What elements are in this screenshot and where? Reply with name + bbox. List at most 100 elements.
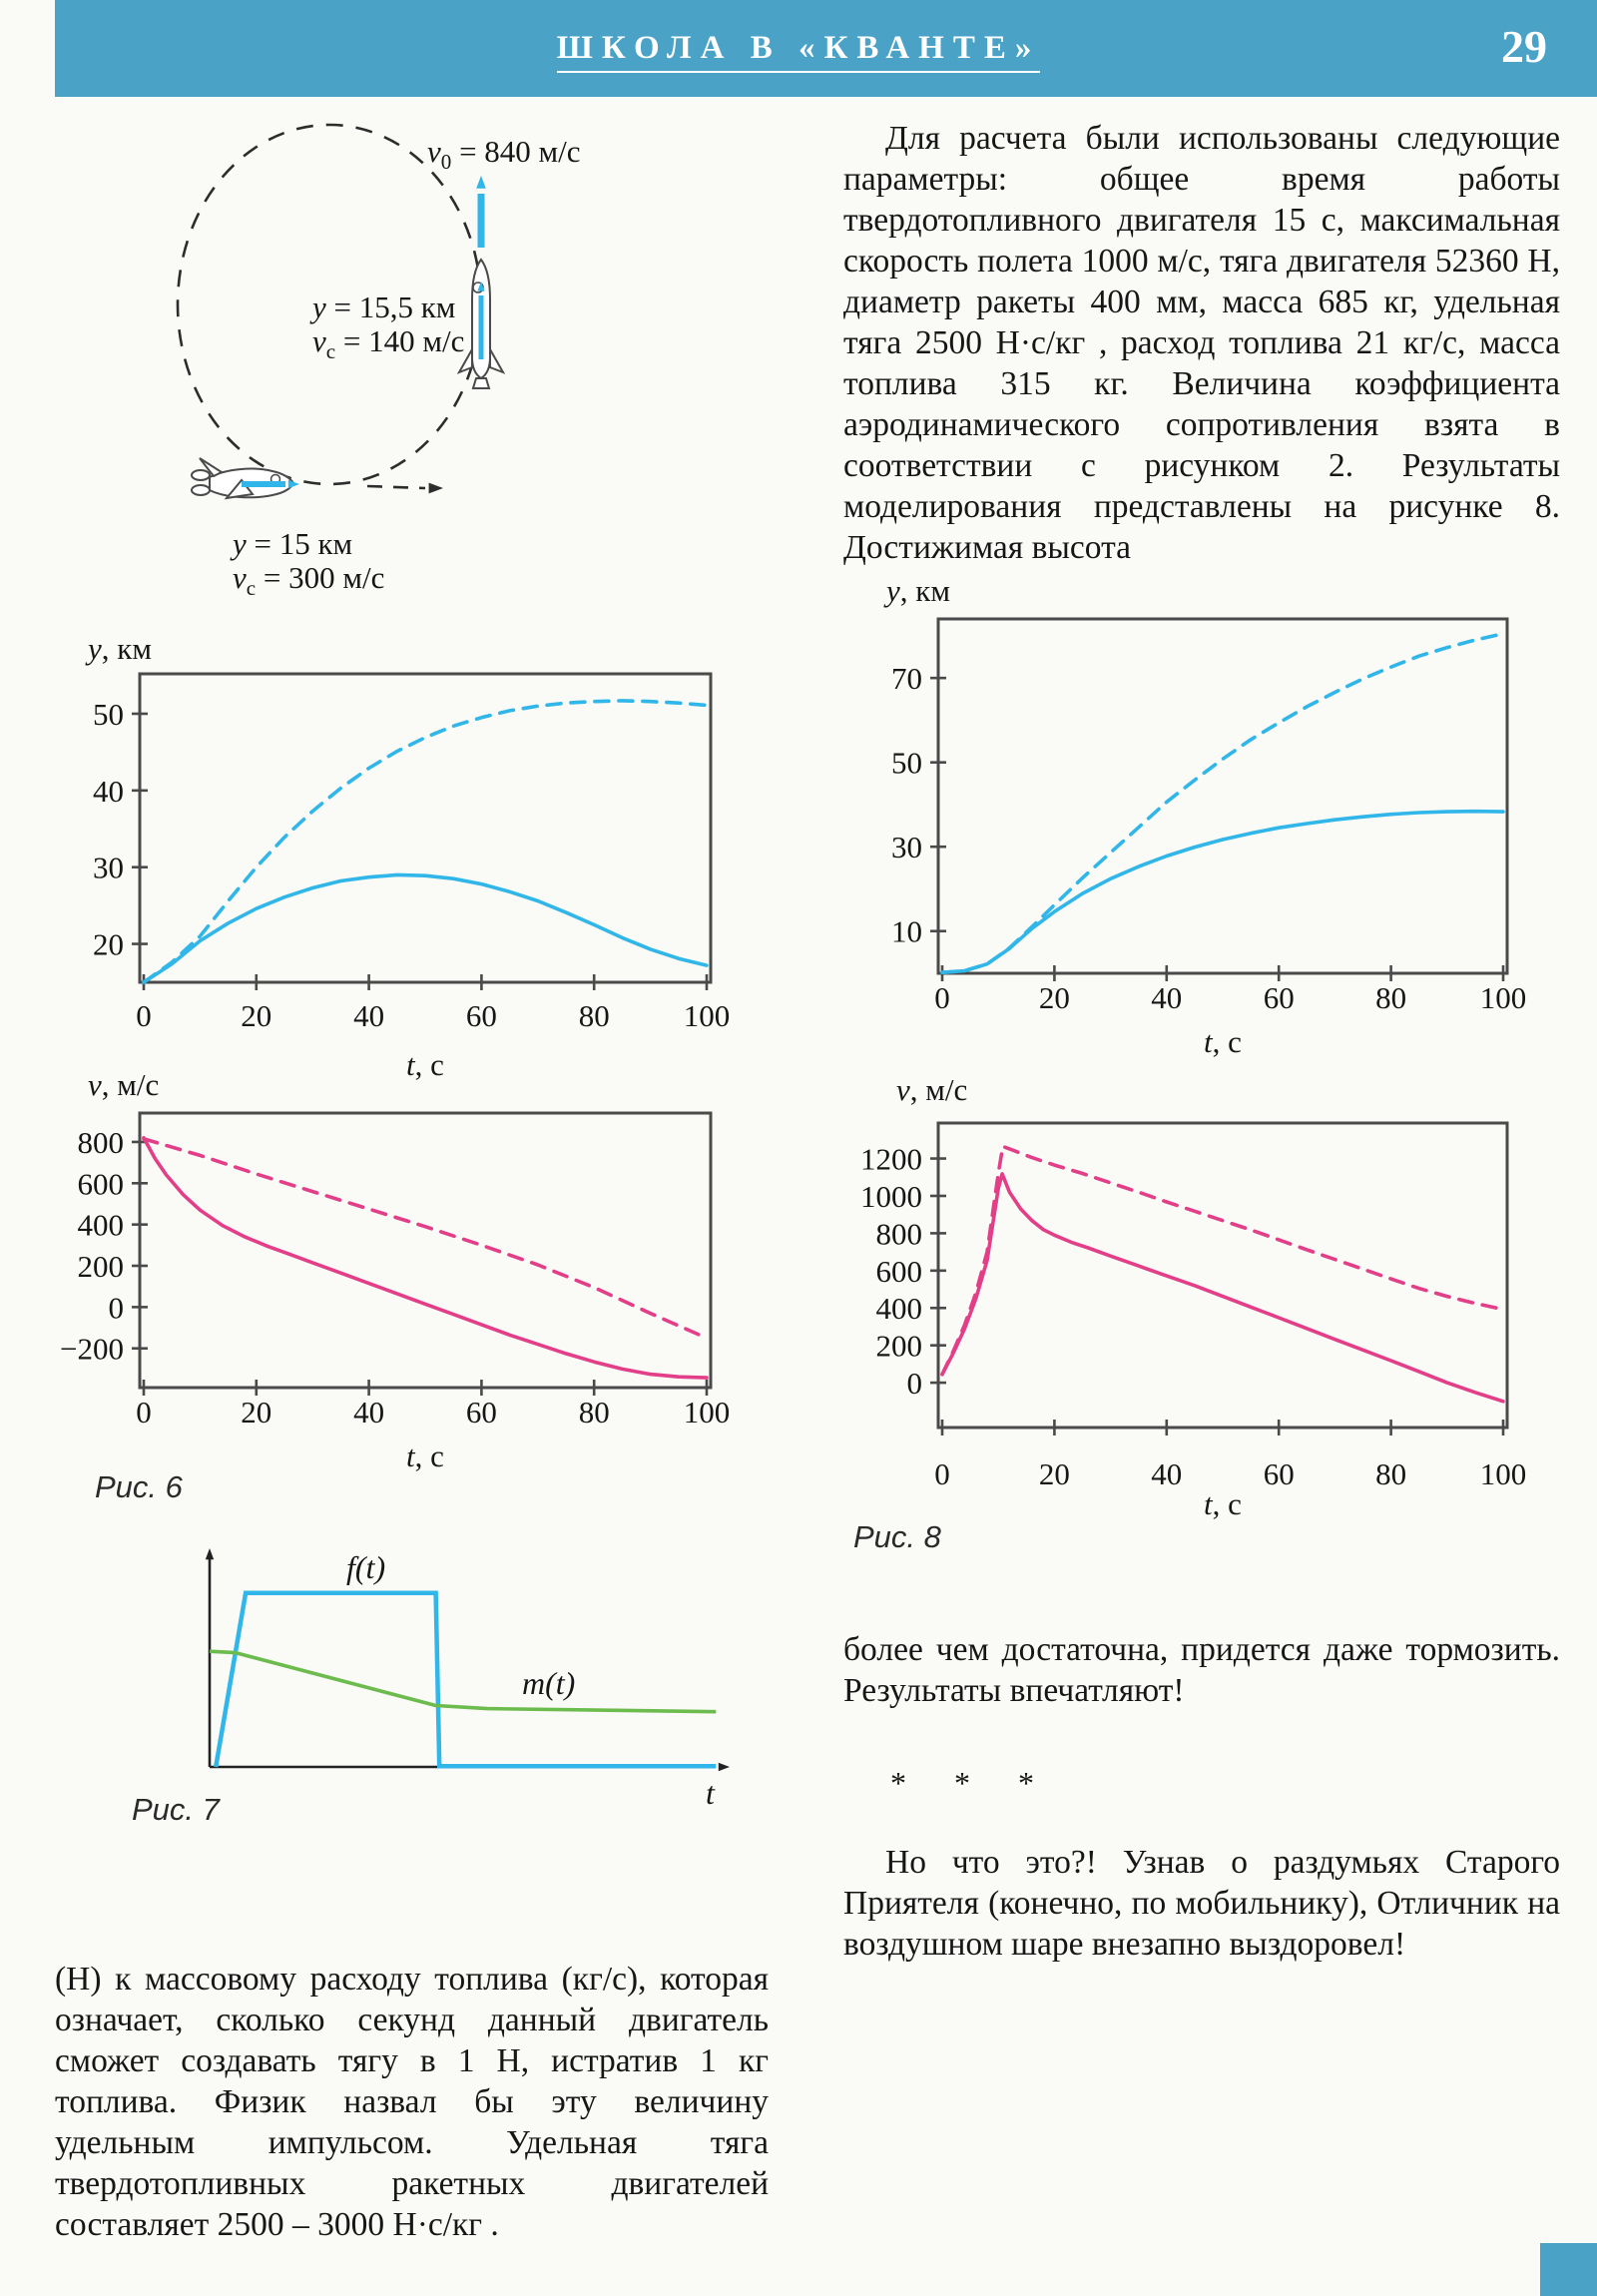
y-tick-label: 10 [891,914,922,949]
up-velocity-arrowhead-icon [476,176,486,189]
x-tick-label: 40 [1151,980,1182,1015]
x-axis-title: t, с [406,1047,444,1082]
header-corner-notch [0,0,55,97]
x-tick-label: 0 [136,1395,152,1430]
thrust-curve [213,1590,717,1769]
paragraph-parameters: Для расчета были использованы следующие … [843,120,1560,566]
y-axis-arrowhead-icon [205,1548,215,1560]
diagram-label-v0: v0 = 840 м/с [427,134,581,174]
x-tick-label: 80 [579,1395,610,1430]
series-with-drag [940,1172,1505,1404]
x-tick-label: 100 [684,998,731,1033]
header-band: ШКОЛА В «КВАНТЕ» 29 [0,0,1597,97]
rocket-thrust-arrowhead-icon [477,282,485,291]
x-axis-title: t, с [1204,1486,1242,1521]
x-tick-label: 40 [353,998,384,1033]
x-tick-label: 80 [579,998,610,1033]
y-tick-label: 30 [891,830,922,864]
x-tick-label: 100 [1480,1456,1527,1491]
x-tick-label: 60 [466,998,497,1033]
x-tick-label: 20 [241,1395,271,1430]
y-tick-label: 0 [109,1290,125,1325]
x-axis-title: t, с [1204,1024,1242,1059]
figure-caption-6: Рис. 6 [95,1469,183,1504]
mass-curve [209,1649,717,1714]
figure-caption-8: Рис. 8 [853,1519,941,1554]
fig8-altitude-chart: 10 30 50 70 0 20 40 60 80 100 y, км t, с [883,573,1527,1059]
y-tick-label: 40 [93,774,124,809]
paragraph-specific-impulse: (Н) к массовому расходу топлива (кг/с), … [55,1961,769,2243]
plot-frame [936,617,1509,975]
x-tick-label: 100 [1480,980,1527,1015]
paragraph-results: более чем достаточна, придется даже торм… [843,1631,1560,1709]
y-tick-label: 600 [78,1166,125,1201]
series-with-drag [940,809,1505,975]
x-tick-label: 0 [136,998,152,1033]
series-with-drag [142,1136,709,1380]
diagram-label-vc-top: vс = 140 м/с [312,323,464,363]
x-tick-label: 0 [934,1456,950,1491]
x-tick-label: 20 [1039,980,1070,1015]
airplane-sketch [191,457,299,500]
series-no-drag [142,699,709,984]
x-tick-label: 40 [353,1395,384,1430]
x-axis-title: t, с [406,1438,444,1473]
rocket-sketch [456,258,506,389]
thrust-mass-sketch: f(t) m(t) t [205,1548,730,1811]
y-tick-label: 0 [907,1366,923,1401]
y-tick-label: 50 [93,697,124,732]
page-title: ШКОЛА В «КВАНТЕ» [0,30,1597,73]
y-tick-label: 600 [876,1254,923,1289]
y-tick-label: 50 [891,746,922,781]
x-axis-arrowhead-icon [718,1762,730,1772]
x-tick-label: 100 [684,1395,731,1430]
plane-velocity-arrowhead-icon [287,479,299,489]
y-axis-title: y, км [85,631,152,666]
time-axis-label: t [706,1775,716,1811]
y-tick-label: 70 [891,661,922,696]
diagram-label-vc-bottom: vс = 300 м/с [233,560,384,600]
x-tick-label: 0 [934,980,950,1015]
y-tick-label: 800 [78,1125,125,1160]
exit-arrowhead-icon [428,482,443,494]
y-axis-title: v, м/с [88,1067,159,1102]
fig6-velocity-chart: −200 0 200 400 600 800 0 20 40 60 80 100 v, м/с t, с [60,1067,731,1473]
series-no-drag [940,632,1505,975]
y-tick-label: 30 [93,851,124,885]
x-tick-label: 60 [1264,980,1295,1015]
y-tick-label: 200 [876,1329,923,1364]
plot-frame [138,672,713,984]
x-tick-label: 60 [466,1395,497,1430]
thrust-curve-label: f(t) [346,1549,385,1585]
corner-accent-square [1540,2243,1597,2296]
page-number: 29 [1501,21,1547,72]
plot-frame [138,1111,713,1390]
series-no-drag [940,1144,1505,1377]
y-tick-label: 1000 [860,1179,922,1214]
y-tick-label: −200 [60,1332,124,1367]
fig6-altitude-chart: 20 30 40 50 0 20 40 60 80 100 y, км t, с [85,631,731,1082]
x-tick-label: 20 [1039,1456,1070,1491]
y-tick-label: 800 [876,1216,923,1251]
y-tick-label: 400 [78,1208,125,1243]
x-tick-label: 60 [1264,1456,1295,1491]
plot-frame [936,1121,1509,1430]
y-axis-title: y, км [883,573,950,608]
diagram-label-y-bottom: y = 15 км [230,526,352,561]
x-tick-label: 80 [1375,1456,1406,1491]
figure-caption-7: Рис. 7 [132,1792,220,1827]
y-tick-label: 20 [93,927,124,962]
y-tick-label: 400 [876,1291,923,1326]
x-tick-label: 80 [1375,980,1406,1015]
x-tick-label: 40 [1151,1456,1182,1491]
exit-trajectory-line [366,484,426,490]
series-with-drag [142,872,709,984]
diagram-label-y-top: y = 15,5 км [309,289,455,324]
y-axis-title: v, м/с [896,1072,967,1107]
mass-curve-label: m(t) [522,1665,575,1701]
x-tick-label: 20 [241,998,271,1033]
y-tick-label: 1200 [860,1142,922,1177]
